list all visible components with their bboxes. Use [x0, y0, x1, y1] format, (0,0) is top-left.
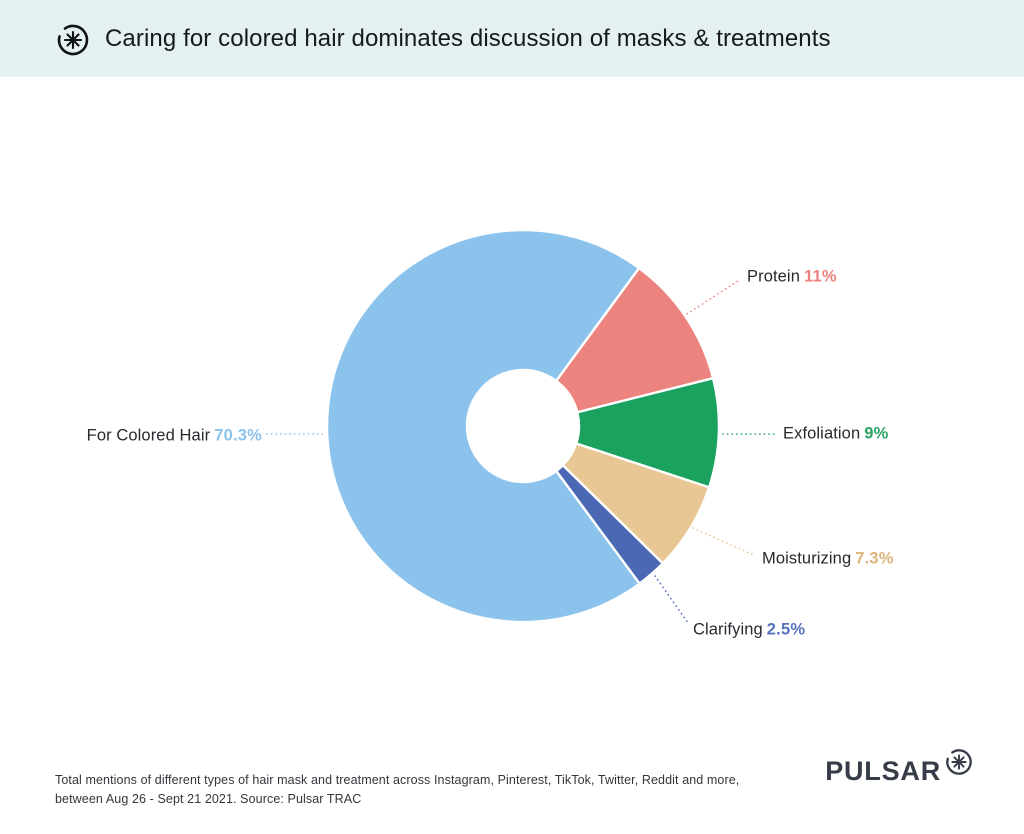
pulsar-wordmark: PULSAR	[825, 756, 941, 786]
leader-line-clarifying	[654, 575, 689, 624]
slice-name: For Colored Hair	[86, 426, 211, 445]
pulsar-logo: PULSAR	[825, 746, 974, 785]
pie-slice-for-colored-hair	[325, 228, 641, 624]
slice-value: 70.3%	[214, 426, 262, 445]
slice-name: Moisturizing	[762, 549, 852, 568]
slice-label-clarifying: Clarifying 2.5%	[693, 621, 805, 640]
source-caption: Total mentions of different types of hai…	[55, 771, 739, 809]
slice-value: 11%	[803, 267, 837, 286]
caption-line-2: between Aug 26 - Sept 21 2021. Source: P…	[55, 792, 362, 806]
slice-name: Protein	[747, 267, 800, 286]
slice-label-for-colored-hair: For Colored Hair 70.3%	[87, 427, 262, 446]
slice-name: Clarifying	[693, 620, 763, 639]
page-title: Caring for colored hair dominates discus…	[105, 24, 831, 52]
leader-line-moisturizing	[692, 527, 757, 557]
slice-value: 7.3%	[855, 549, 894, 568]
pie-slice-clarifying	[555, 464, 664, 585]
header-bar: Caring for colored hair dominates discus…	[0, 0, 1024, 77]
slice-name: Exfoliation	[783, 424, 861, 443]
leader-line-protein	[686, 278, 742, 315]
caption-line-1: Total mentions of different types of hai…	[55, 773, 740, 787]
slice-label-moisturizing: Moisturizing 7.3%	[762, 550, 894, 569]
slice-label-protein: Protein 11%	[747, 268, 837, 287]
pie-slice-protein	[555, 266, 715, 414]
slice-value: 9%	[864, 424, 889, 443]
slice-value: 2.5%	[766, 620, 806, 639]
slice-label-exfoliation: Exfoliation 9%	[783, 425, 888, 444]
pulsar-asterisk-icon	[55, 21, 91, 59]
pulsar-asterisk-icon	[944, 746, 974, 778]
